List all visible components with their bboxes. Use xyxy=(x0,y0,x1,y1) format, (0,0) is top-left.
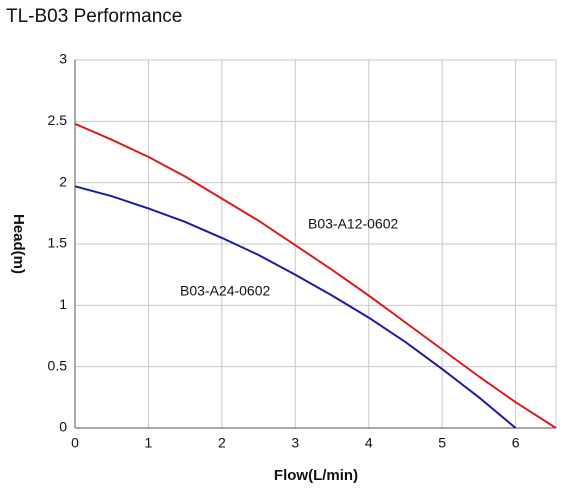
series-label: B03-A12-0602 xyxy=(308,216,399,232)
x-tick-label: 0 xyxy=(71,435,79,451)
y-tick-label: 0.5 xyxy=(48,357,68,373)
chart-title: TL-B03 Performance xyxy=(6,6,182,27)
x-tick-label: 2 xyxy=(218,435,226,451)
y-tick-label: 3 xyxy=(59,51,67,67)
x-tick-label: 5 xyxy=(438,435,446,451)
y-tick-label: 1.5 xyxy=(48,235,68,251)
series-line xyxy=(74,122,557,429)
x-tick-label: 6 xyxy=(512,435,520,451)
x-tick-label: 1 xyxy=(145,435,153,451)
x-axis-label: Flow(L/min) xyxy=(274,467,358,484)
x-tick-label: 3 xyxy=(291,435,299,451)
y-tick-label: 1 xyxy=(59,296,67,312)
y-tick-label: 2.5 xyxy=(48,112,68,128)
x-tick-label: 4 xyxy=(365,435,373,451)
y-tick-label: 2 xyxy=(59,173,67,189)
series-label: B03-A24-0602 xyxy=(180,283,271,299)
y-tick-label: 0 xyxy=(59,419,67,435)
series-line xyxy=(74,185,517,429)
y-axis-label: Head(m) xyxy=(10,214,27,274)
